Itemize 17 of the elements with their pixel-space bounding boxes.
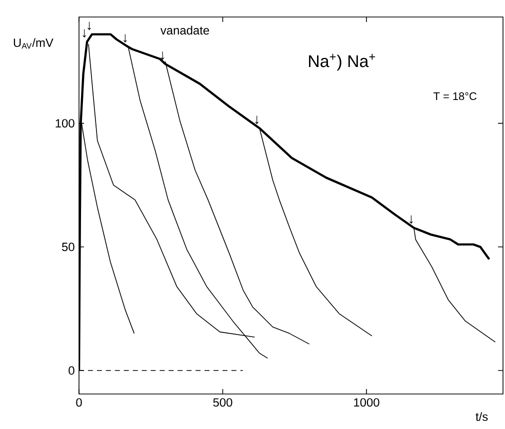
annotation: ↓ [410,215,413,224]
annotation: vanadate [160,26,210,35]
annotation: ↓ [124,34,127,42]
y-tick-label: 0 [68,366,74,375]
x-tick-label: 500 [213,398,232,407]
y-tick-label: 50 [62,242,74,252]
y-axis-title: U$_{AV}$/mV [14,38,54,49]
annotation: ↓ [88,22,91,30]
x-tick-label: 1000 [354,398,380,407]
annotation: Na$^{+}$) Na$^{+}$ [309,54,376,71]
annotation: T = 18°C [434,92,476,100]
annotation: ↓ [160,52,164,60]
y-tick-label: 100 [56,119,74,128]
x-axis-title: t/s [476,412,488,421]
annotation: ↓ [255,116,258,124]
x-tick-label: 0 [76,398,82,407]
annotation: ↓ [82,29,86,38]
